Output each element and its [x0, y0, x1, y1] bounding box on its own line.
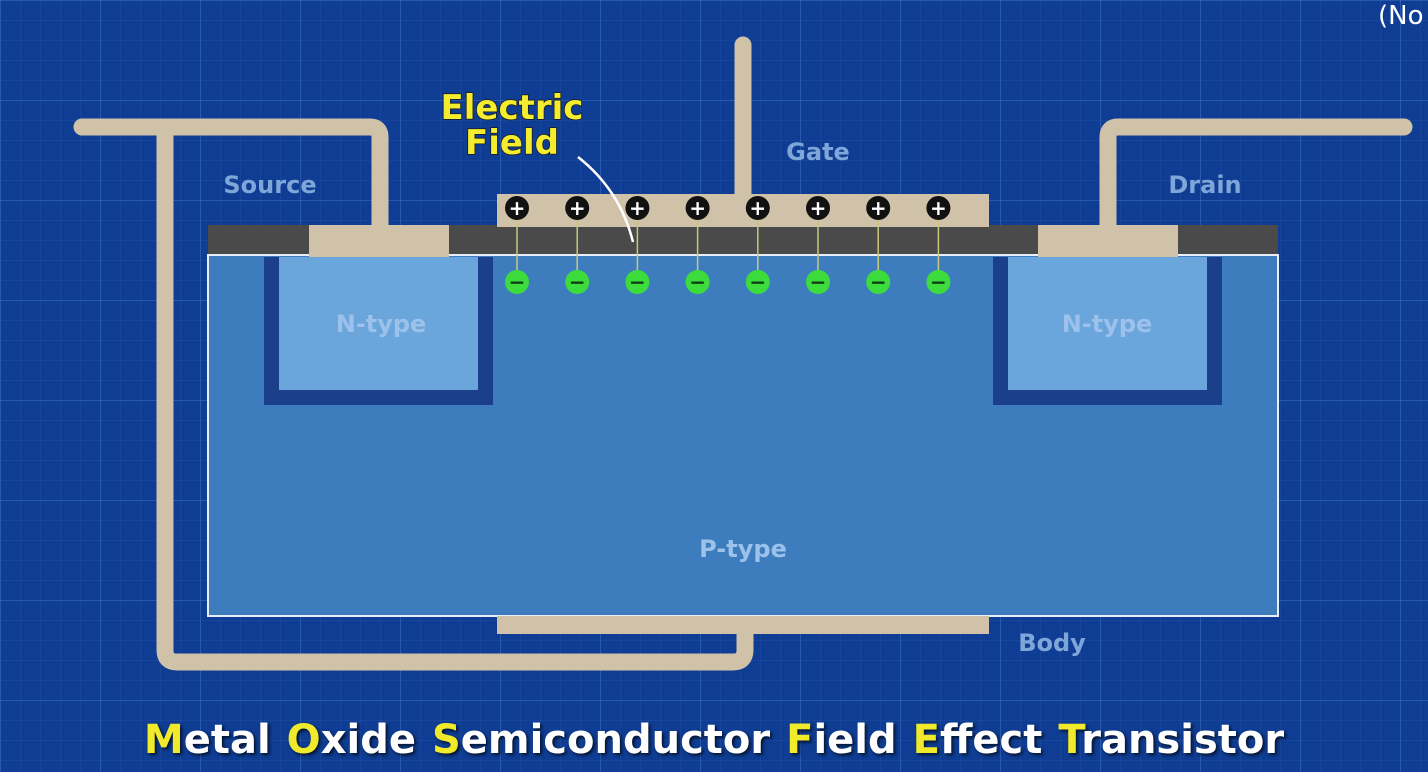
p-type-label: P-type [699, 535, 787, 563]
positive-charge [806, 196, 830, 220]
gate-label: Gate [786, 138, 850, 166]
title-word-rest: ffect [939, 717, 1043, 763]
body-contact [497, 616, 989, 634]
negative-charge [745, 270, 770, 294]
source-body-wire [73, 118, 754, 671]
title-word-initial: F [786, 717, 814, 763]
electric-field-pointer [577, 156, 635, 243]
title-word: Transistor [1058, 717, 1284, 763]
title-word: Effect [913, 717, 1043, 763]
positive-charge-symbol: + [509, 196, 526, 220]
drain-label: Drain [1168, 171, 1241, 199]
body-label: Body [1018, 629, 1086, 657]
title-word: Field [786, 717, 897, 763]
field-lines [516, 208, 940, 282]
title-word-initial: E [912, 717, 940, 763]
positive-charge-symbol: + [689, 196, 706, 220]
positive-charge [745, 196, 770, 220]
n-type-right-label: N-type [1062, 310, 1153, 338]
positive-charge-symbol: + [569, 196, 586, 220]
title-word-rest: ransistor [1081, 717, 1285, 763]
electric-field-label-line1: Electric [441, 88, 584, 128]
title-word-rest: ield [813, 717, 897, 763]
corner-text: (No [1378, 1, 1424, 31]
title-word: Semiconductor [432, 717, 770, 763]
negative-charge-symbol: − [870, 270, 887, 294]
negative-charge [565, 270, 590, 294]
negative-charge-symbol: − [629, 270, 646, 294]
positive-charge-symbol: + [629, 196, 646, 220]
source-label: Source [223, 171, 316, 199]
negative-charge [625, 270, 650, 294]
title-word-initial: S [431, 717, 461, 763]
source-contact [309, 225, 449, 257]
mosfet-title: Metal Oxide Semiconductor Field Effect Transi… [0, 710, 1428, 770]
positive-charge [926, 196, 951, 220]
title-word-initial: O [286, 717, 321, 763]
positive-charge-symbol: + [930, 196, 947, 220]
charges: + − + − + − + − + − + − + − + − [505, 196, 951, 294]
negative-charge [806, 270, 830, 294]
positive-charge-symbol: + [810, 196, 827, 220]
negative-charge-symbol: − [569, 270, 586, 294]
drain-contact [1038, 225, 1178, 257]
title-word-initial: T [1058, 717, 1082, 763]
negative-charge [685, 270, 710, 294]
title-word: Oxide [287, 717, 416, 763]
negative-charge [866, 270, 891, 294]
positive-charge [866, 196, 891, 220]
n-type-well-left [279, 257, 478, 390]
positive-charge-symbol: + [870, 196, 887, 220]
title-word: Metal [144, 717, 271, 763]
negative-charge-symbol: − [749, 270, 766, 294]
negative-charge-symbol: − [689, 270, 706, 294]
title-word-initial: M [143, 717, 184, 763]
n-type-left-label: N-type [336, 310, 427, 338]
negative-charge-symbol: − [810, 270, 827, 294]
negative-charge [926, 270, 951, 294]
electric-field-label-line2: Field [465, 123, 559, 163]
title-word-rest: xide [320, 717, 416, 763]
positive-charge-symbol: + [749, 196, 766, 220]
negative-charge-symbol: − [509, 270, 526, 294]
title-word-rest: etal [183, 717, 271, 763]
n-type-well-right [1008, 257, 1207, 390]
negative-charge-symbol: − [930, 270, 947, 294]
positive-charge [685, 196, 710, 220]
positive-charge [625, 196, 650, 220]
title-word-rest: emiconductor [460, 717, 771, 763]
positive-charge [565, 196, 590, 220]
positive-charge [505, 196, 529, 220]
drain-wire [1099, 118, 1413, 237]
negative-charge [505, 270, 529, 294]
